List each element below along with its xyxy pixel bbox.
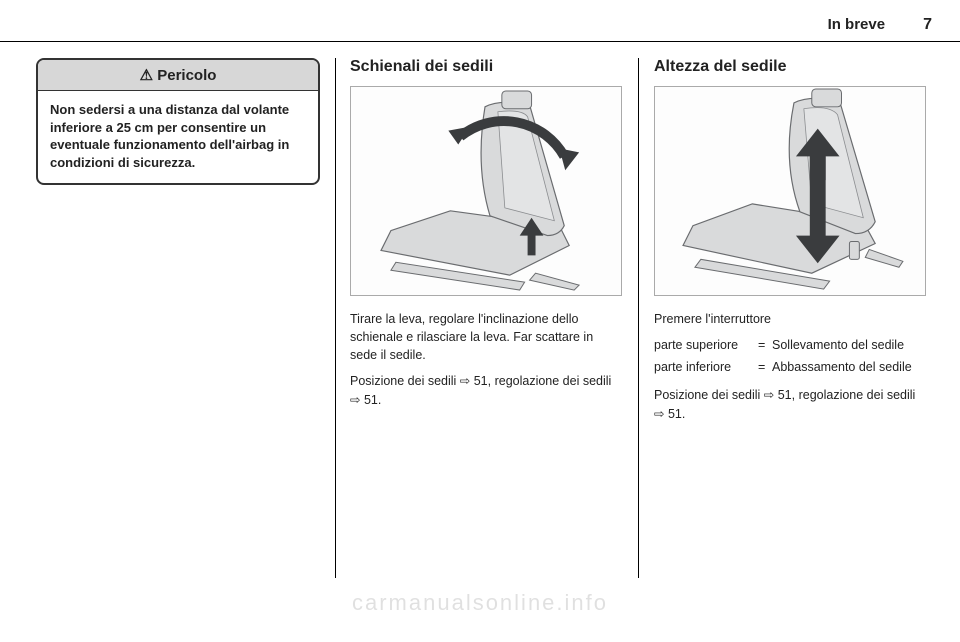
col2-reference: Posizione dei sedili ⇨ 51, regolazione d… (350, 372, 622, 408)
page-header: In breve 7 (0, 8, 960, 42)
header-section-title: In breve (828, 16, 886, 33)
col3-title: Altezza del sedile (654, 58, 926, 76)
danger-heading-text: Pericolo (157, 67, 216, 84)
danger-box: ⚠ Pericolo Non sedersi a una distanza da… (36, 58, 320, 185)
seat-backrest-figure (350, 86, 622, 296)
col2-title: Schienali dei sedili (350, 58, 622, 76)
column-separator-1 (335, 58, 336, 578)
def2-eq: = (758, 358, 772, 376)
danger-body-text: Non sedersi a una distanza dal volante i… (38, 91, 318, 183)
warning-triangle-icon: ⚠ (140, 67, 153, 84)
def1-term: parte superiore (654, 336, 758, 354)
def2-def: Abbassamento del sedile (772, 358, 926, 376)
col2-caption: Tirare la leva, regolare l'inclinazione … (350, 310, 622, 364)
column-separator-2 (638, 58, 639, 578)
page-root: In breve 7 ⚠ Pericolo Non sedersi a una … (0, 0, 960, 642)
def-row-1: parte superiore = Sollevamento del sedil… (654, 336, 926, 354)
def-row-2: parte inferiore = Abbassamento del sedil… (654, 358, 926, 376)
seat-height-svg (655, 87, 925, 295)
def1-eq: = (758, 336, 772, 354)
switch-definition-table: parte superiore = Sollevamento del sedil… (654, 336, 926, 376)
seat-height-figure (654, 86, 926, 296)
col3-caption: Premere l'interruttore (654, 310, 926, 328)
column-2: Schienali dei sedili (350, 58, 622, 622)
col3-reference: Posizione dei sedili ⇨ 51, regolazione d… (654, 386, 926, 422)
column-3: Altezza del sedile Premere l'inter (654, 58, 926, 622)
def2-term: parte inferiore (654, 358, 758, 376)
danger-heading: ⚠ Pericolo (38, 60, 318, 91)
seat-backrest-svg (351, 87, 621, 295)
column-1: ⚠ Pericolo Non sedersi a una distanza da… (36, 58, 320, 622)
def1-def: Sollevamento del sedile (772, 336, 926, 354)
header-page-number: 7 (923, 16, 932, 34)
